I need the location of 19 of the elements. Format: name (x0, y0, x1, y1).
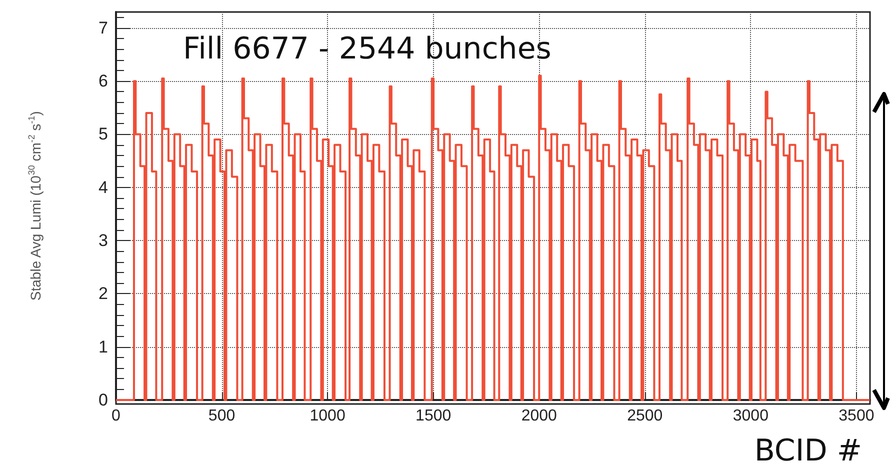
y-tick-label: 0 (98, 390, 108, 410)
y-tick-label: 1 (98, 337, 108, 356)
y-tick-label: 7 (98, 18, 108, 38)
y-tick-label: 5 (98, 124, 108, 144)
x-tick-label: 1000 (310, 408, 346, 424)
x-tick-label: 1500 (416, 408, 452, 424)
y-axis-title: Stable Avg Lumi (1030 cm-2 s-1) (26, 111, 44, 301)
x-tick-label: 3000 (732, 408, 769, 424)
x-axis-title: BCID # (754, 434, 862, 468)
x-tick-label: 3500 (838, 408, 874, 424)
x-tick-label: 0 (112, 408, 121, 424)
x-tick-label: 500 (208, 408, 236, 424)
x-tick-label: 2000 (521, 408, 558, 424)
y-tick-label: 6 (98, 72, 108, 91)
x-tick-label: 2500 (627, 408, 663, 424)
y-tick-label: 2 (98, 284, 108, 304)
y-tick-label: 3 (98, 231, 108, 250)
y-tick-label: 4 (98, 178, 108, 197)
annotation: Fill 6677 - 2544 bunches (183, 32, 552, 66)
